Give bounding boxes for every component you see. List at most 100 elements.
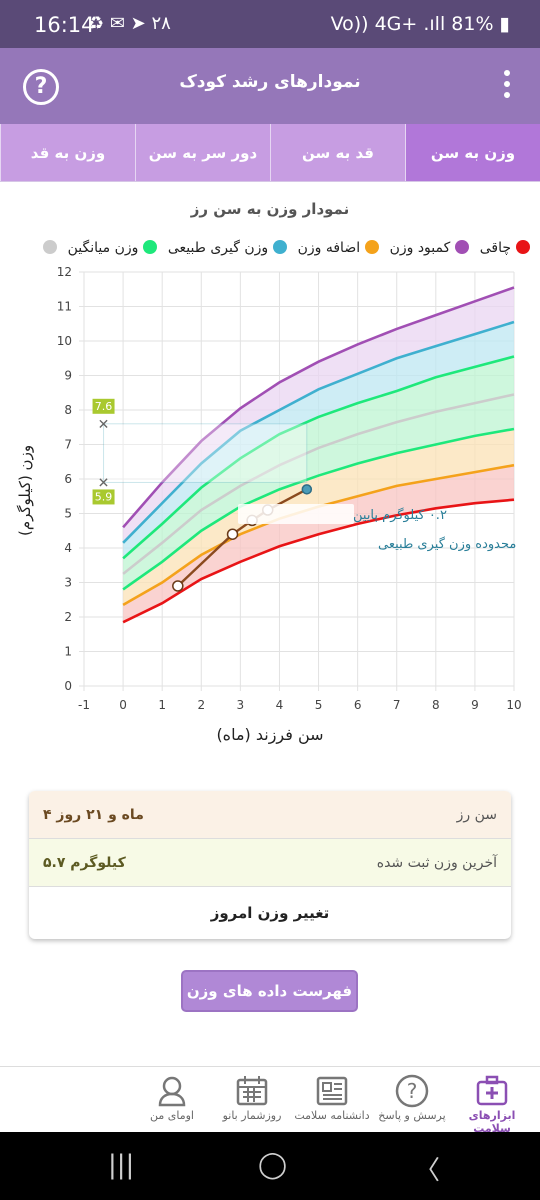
question-circle-icon: ? bbox=[372, 1073, 452, 1109]
home-icon[interactable]: ◯ bbox=[258, 1150, 288, 1180]
y-tick-label: 7 bbox=[64, 438, 72, 452]
nav-health-tools[interactable]: ابزارهای سلامت bbox=[452, 1067, 532, 1135]
weight-value: ۵.۷ کیلوگرم bbox=[43, 854, 126, 871]
y-tick-label: 8 bbox=[64, 403, 72, 417]
chart-band bbox=[123, 356, 514, 574]
percentile-line bbox=[122, 355, 515, 560]
range-label-box bbox=[92, 398, 115, 414]
child-data-point bbox=[226, 528, 239, 540]
status-bar: 16:14 ♻ ✉ ➤ ۲۸ Vo)) 4G+ .ıll 81% ▮ bbox=[0, 0, 540, 48]
growth-chart: -1 0 1 2 3 4 5 6 7 8 9 100123456789101112✕7.6✕5.9۰.… bbox=[57, 265, 522, 712]
legend-dot bbox=[455, 240, 470, 254]
y-tick-label: 6 bbox=[64, 472, 72, 486]
annotation-normal-range: محدوده وزن گیری طبیعی bbox=[378, 536, 516, 552]
legend-dot bbox=[43, 240, 58, 254]
chart-tabs: وزن به سن قد به سن دور سر به سن وزن به ق… bbox=[0, 124, 540, 182]
legend-item bbox=[38, 240, 58, 256]
range-cross-marker: ✕ bbox=[98, 417, 110, 433]
legend-item[interactable]: چاقی bbox=[480, 240, 530, 256]
help-icon[interactable]: ? bbox=[23, 69, 59, 105]
legend-item[interactable]: وزن گیری طبیعی bbox=[168, 240, 288, 256]
y-tick-label: 10 bbox=[57, 334, 72, 348]
percentile-line bbox=[122, 427, 515, 591]
chart-band bbox=[123, 428, 514, 605]
y-tick-label: 3 bbox=[64, 576, 72, 590]
x-axis-label: سن فرزند (ماه) bbox=[216, 725, 324, 744]
legend-item[interactable]: کمبود وزن bbox=[390, 240, 470, 256]
age-row: سن رز ۴ ماه و ۲۱ روز bbox=[29, 791, 511, 839]
tab-weight-age[interactable]: وزن به سن bbox=[405, 124, 540, 181]
age-label: سن رز bbox=[456, 806, 497, 823]
x-tick-label: -1 bbox=[78, 698, 90, 712]
calendar-icon bbox=[212, 1073, 292, 1109]
back-icon[interactable]: 〈 bbox=[414, 1156, 441, 1186]
child-data-point bbox=[172, 580, 184, 592]
system-nav-bar: ||| ◯ 〈 bbox=[0, 1132, 540, 1200]
recent-apps-icon[interactable]: ||| bbox=[108, 1150, 135, 1180]
x-tick-label: 4 bbox=[276, 698, 284, 712]
y-tick-label: 11 bbox=[57, 300, 72, 314]
tab-height-age[interactable]: قد به سن bbox=[270, 124, 405, 181]
nav-label: ابزارهای سلامت bbox=[468, 1109, 516, 1135]
overflow-menu-icon[interactable] bbox=[504, 70, 512, 104]
nav-label: پرسش و پاسخ bbox=[378, 1109, 446, 1122]
app-title: نمودارهای رشد کودک bbox=[179, 72, 361, 92]
range-label: 5.9 bbox=[95, 490, 113, 503]
percentile-line bbox=[122, 498, 515, 624]
percentile-line bbox=[122, 286, 515, 529]
chart-legend: چاقی کمبود وزن اضافه وزن وزن گیری طبیعی … bbox=[10, 240, 530, 262]
notification-icons: ♻ ✉ ➤ ۲۸ bbox=[88, 13, 171, 34]
y-tick-label: 0 bbox=[64, 679, 72, 693]
svg-text:?: ? bbox=[407, 1079, 418, 1103]
y-tick-label: 12 bbox=[57, 265, 72, 279]
chart-band bbox=[123, 465, 514, 623]
status-time: 16:14 bbox=[34, 13, 95, 37]
child-data-point bbox=[301, 484, 313, 495]
legend-dot bbox=[365, 240, 380, 254]
x-tick-label: 2 bbox=[197, 698, 205, 712]
x-tick-label: 6 bbox=[354, 698, 362, 712]
tab-head-age[interactable]: دور سر به سن bbox=[135, 124, 270, 181]
chart-band bbox=[123, 394, 514, 590]
annotation-below: ۰.۲ کیلوگرم پایین bbox=[353, 507, 447, 523]
info-card: سن رز ۴ ماه و ۲۱ روز آخرین وزن ثبت شده ۵… bbox=[29, 791, 511, 939]
x-tick-label: 9 bbox=[471, 698, 479, 712]
woman-avatar-icon bbox=[132, 1073, 212, 1109]
nav-calendar[interactable]: روزشمار بانو bbox=[212, 1067, 292, 1132]
weight-list-button[interactable]: فهرست داده های وزن رز bbox=[181, 970, 358, 1038]
nav-profile[interactable]: اومای من bbox=[132, 1067, 212, 1132]
tab-weight-height[interactable]: وزن به قد bbox=[0, 124, 135, 181]
nav-label: اومای من bbox=[150, 1109, 194, 1122]
x-tick-label: 3 bbox=[237, 698, 245, 712]
y-tick-label: 1 bbox=[64, 645, 72, 659]
y-axis-label: وزن (کیلوگرم) bbox=[16, 444, 34, 536]
nav-encyclopedia[interactable]: دانشنامه سلامت bbox=[292, 1067, 372, 1132]
legend-dot bbox=[516, 240, 530, 254]
y-tick-label: 9 bbox=[64, 369, 72, 383]
legend-dot bbox=[273, 240, 288, 254]
x-tick-label: 5 bbox=[315, 698, 323, 712]
nav-qa[interactable]: ? پرسش و پاسخ bbox=[372, 1067, 452, 1132]
range-label-box bbox=[92, 489, 115, 505]
app-bar: ? نمودارهای رشد کودک bbox=[0, 48, 540, 124]
legend-item[interactable]: وزن میانگین bbox=[68, 240, 158, 256]
change-weight-button[interactable]: تغییر وزن امروز bbox=[210, 904, 330, 922]
y-tick-label: 2 bbox=[64, 610, 72, 624]
status-right-indicators: Vo)) 4G+ .ıll 81% ▮ bbox=[330, 13, 510, 35]
x-tick-label: 10 bbox=[506, 698, 521, 712]
percentile-line bbox=[122, 320, 515, 544]
x-tick-label: 0 bbox=[119, 698, 127, 712]
age-value: ۴ ماه و ۲۱ روز bbox=[43, 806, 144, 823]
range-label: 7.6 bbox=[95, 400, 113, 413]
x-tick-label: 7 bbox=[393, 698, 401, 712]
x-tick-label: 8 bbox=[432, 698, 440, 712]
y-tick-label: 4 bbox=[64, 541, 72, 555]
percentile-line bbox=[122, 393, 515, 575]
medical-kit-icon bbox=[452, 1073, 532, 1109]
legend-item[interactable]: اضافه وزن bbox=[298, 240, 380, 256]
chart-title: نمودار وزن به سن رز bbox=[190, 200, 350, 218]
legend-dot bbox=[143, 240, 158, 254]
nav-label: دانشنامه سلامت bbox=[294, 1109, 370, 1122]
weight-label: آخرین وزن ثبت شده bbox=[376, 854, 497, 871]
newspaper-icon bbox=[292, 1073, 372, 1109]
